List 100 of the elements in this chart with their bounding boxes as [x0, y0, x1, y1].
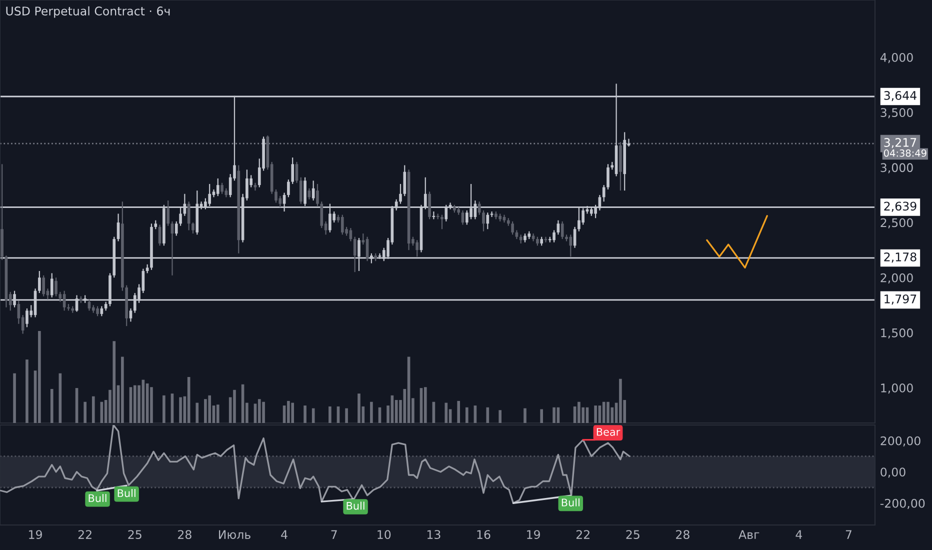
y-tick-label: 3,000: [880, 163, 913, 174]
x-tick-label: Июль: [219, 530, 250, 539]
x-tick-label: 28: [676, 530, 690, 539]
candlestick: [416, 240, 419, 258]
bar: [328, 406, 332, 423]
candlestick: [560, 220, 564, 240]
candlestick: [299, 176, 302, 204]
bar: [619, 378, 622, 423]
x-tick-label: 4: [281, 530, 288, 539]
y-tick-label: 3,500: [880, 108, 913, 118]
bar: [498, 410, 502, 423]
candlestick: [349, 227, 352, 242]
candlestick: [96, 306, 99, 317]
ref-line-label: 2,639: [884, 202, 916, 212]
candlestick: [204, 198, 207, 210]
bar: [204, 399, 207, 423]
candlestick: [582, 208, 585, 226]
bar: [312, 408, 315, 423]
bar: [216, 404, 220, 423]
y-tick-label: 200,00: [880, 436, 920, 446]
candlestick: [578, 206, 580, 232]
candlestick: [428, 191, 431, 220]
bar: [424, 387, 427, 423]
bar: [606, 402, 610, 423]
bar: [370, 402, 373, 423]
candlestick: [403, 164, 406, 197]
candlestick: [304, 176, 306, 207]
candlestick: [208, 183, 211, 207]
bar: [258, 399, 261, 423]
candlestick: [320, 201, 324, 229]
bar: [84, 402, 86, 423]
candlestick: [220, 182, 224, 194]
candlestick: [62, 290, 66, 312]
candlestick: [444, 204, 448, 222]
bar: [262, 402, 265, 423]
bar: [179, 397, 182, 423]
chart-title: USD Perpetual Contract · 6ч: [6, 6, 170, 18]
candlestick: [478, 201, 481, 216]
candlestick: [353, 236, 356, 273]
candlestick: [312, 180, 315, 202]
y-tick-label: 2,000: [880, 273, 913, 284]
annotation: Bull: [88, 494, 106, 502]
candlestick: [38, 270, 41, 294]
bar: [602, 402, 606, 423]
x-tick-label: 7: [331, 530, 337, 539]
candlestick: [490, 210, 494, 218]
y-tick-label: -200,00: [880, 498, 925, 509]
x-tick-label: 28: [178, 530, 192, 539]
annotation: Bull: [562, 498, 580, 506]
bar: [486, 407, 490, 423]
candlestick: [424, 176, 427, 210]
bar: [358, 394, 360, 423]
annotation: Bull: [118, 489, 136, 498]
text: 04:38:49: [884, 149, 926, 157]
candlestick: [552, 230, 556, 243]
ref-line-label: 3,644: [884, 90, 916, 102]
annotation: Bull: [346, 502, 364, 510]
candlestick: [282, 192, 286, 212]
candlestick: [13, 290, 16, 308]
candlestick: [606, 164, 610, 190]
y-tick-label: 0,00: [880, 468, 906, 478]
y-tick-label: 4,000: [880, 53, 913, 64]
ref-line-label: 1,797: [884, 294, 916, 305]
bar: [121, 356, 124, 423]
bar: [92, 396, 95, 423]
candlestick: [556, 220, 560, 236]
x-tick-label: 25: [128, 530, 142, 539]
bar: [26, 360, 28, 423]
x-tick-label: 25: [626, 530, 640, 539]
bar: [50, 388, 54, 423]
bar: [524, 408, 526, 423]
bar: [162, 395, 166, 423]
bar: [291, 402, 294, 423]
candlestick: [399, 183, 402, 204]
bar: [540, 409, 544, 423]
candlestick: [274, 188, 278, 204]
bar: [150, 387, 153, 423]
x-tick-label: Авг: [738, 530, 760, 539]
candlestick: [179, 206, 182, 226]
candlestick: [26, 308, 28, 328]
candlestick: [470, 183, 472, 220]
y-tick-label: 2,500: [880, 218, 913, 228]
x-tick-label: 4: [796, 530, 802, 539]
x-tick-label: 19: [527, 530, 540, 539]
candlestick: [394, 198, 398, 211]
candlestick: [340, 214, 344, 236]
bar: [112, 341, 116, 423]
x-tick-label: 7: [846, 530, 852, 539]
candlestick: [50, 272, 54, 298]
annotation: Bear: [596, 428, 620, 436]
bar: [594, 406, 597, 423]
bar: [465, 407, 468, 423]
x-tick-label: 10: [378, 530, 391, 539]
x-tick-label: 22: [78, 530, 92, 539]
candlestick: [129, 308, 132, 322]
bar: [457, 400, 460, 423]
ref-line-label: 3,217: [884, 138, 916, 148]
ref-line-label: 2,178: [884, 252, 916, 263]
x-tick-label: 22: [576, 530, 590, 539]
candlestick: [316, 183, 319, 207]
